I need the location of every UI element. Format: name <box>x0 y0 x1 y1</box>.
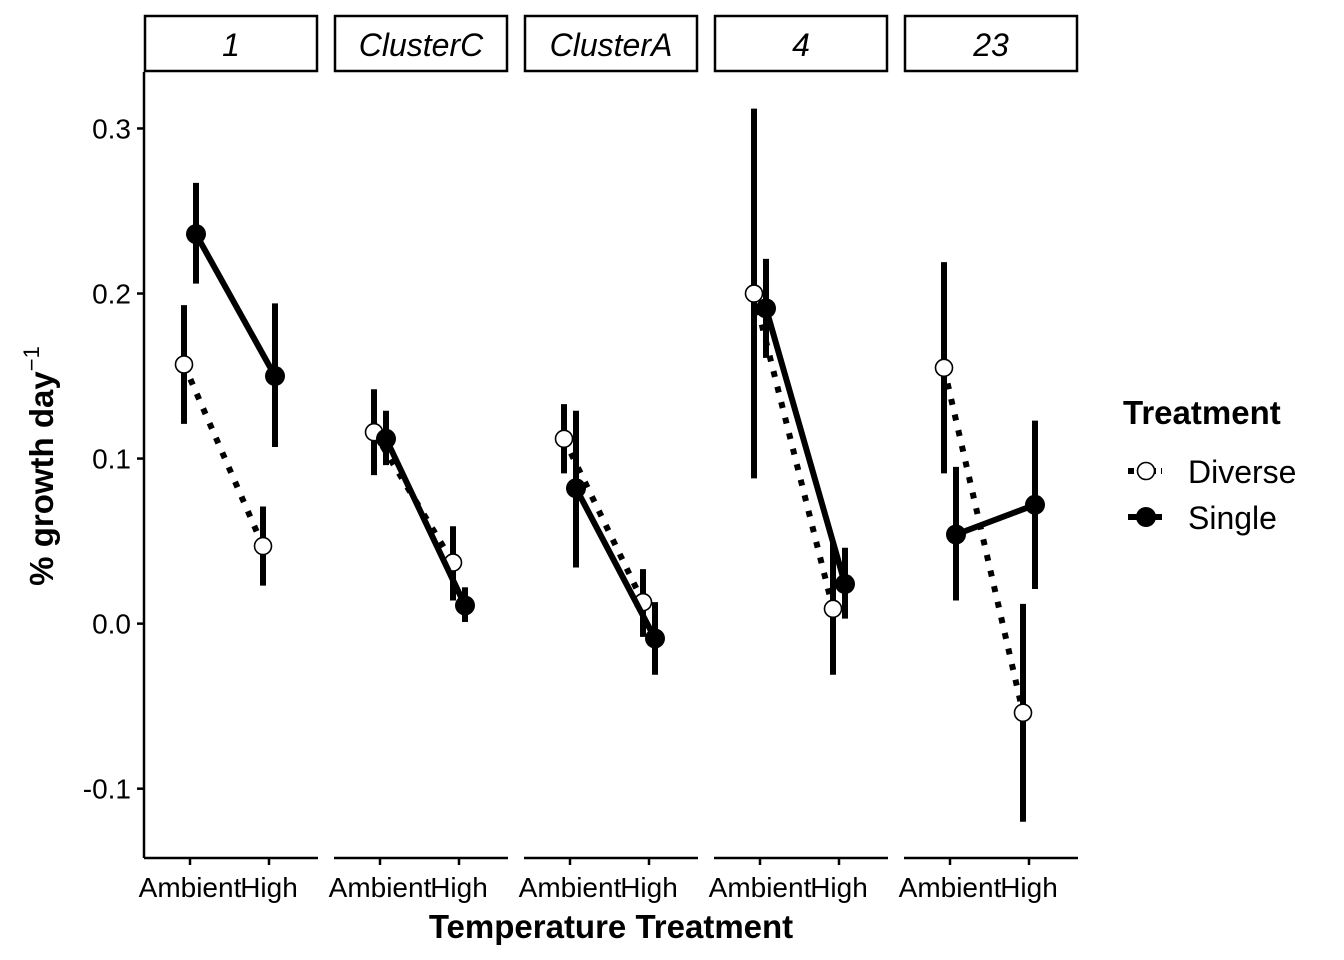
data-point-single <box>455 595 475 616</box>
data-point-single <box>376 428 396 449</box>
y-axis-title-main: % growth day <box>23 371 60 586</box>
legend-label-diverse: Diverse <box>1188 454 1296 490</box>
series-line-diverse <box>751 292 836 610</box>
facet-strip-label: 4 <box>792 27 810 63</box>
facet-strip <box>713 14 889 73</box>
y-axis-title-superscript: −1 <box>19 346 44 371</box>
x-tick-label: High <box>1000 872 1058 903</box>
x-tick-label: High <box>810 872 868 903</box>
legend: Treatment Diverse Single <box>1123 394 1296 536</box>
facet-strip <box>903 14 1079 73</box>
facet-strip-label: ClusterC <box>359 27 484 63</box>
x-tick-label: High <box>430 872 488 903</box>
y-tick-label: -0.1 <box>83 774 131 805</box>
y-axis-title: % growth day−1 <box>19 346 60 586</box>
y-tick-label: 0.1 <box>92 444 131 475</box>
facet-strip <box>333 14 509 73</box>
x-tick-label: Ambient <box>899 872 1002 903</box>
facet-strip-label: 1 <box>222 27 240 63</box>
data-point-single <box>946 524 966 545</box>
data-point-single <box>645 628 665 649</box>
facet-strips: 1 ClusterC ClusterA 4 23 <box>143 14 1079 73</box>
series-line-single <box>763 307 848 585</box>
data-point-single <box>756 298 776 319</box>
y-tick-label: 0.2 <box>92 279 131 310</box>
data-point-diverse <box>1013 703 1033 723</box>
series-line-single <box>383 437 468 607</box>
data-point-diverse <box>554 429 574 449</box>
series-line-diverse <box>941 367 1026 714</box>
legend-label-single: Single <box>1188 500 1277 536</box>
x-tick-label: Ambient <box>709 872 812 903</box>
x-tick-label: Ambient <box>139 872 242 903</box>
legend-key-point <box>1136 461 1156 481</box>
data-point-single <box>566 478 586 499</box>
x-tick-label: Ambient <box>519 872 622 903</box>
data-point-diverse <box>934 358 954 378</box>
data-marks <box>174 108 1045 822</box>
data-point-diverse <box>174 355 194 374</box>
data-point-single <box>835 574 855 595</box>
series-line-diverse <box>181 363 266 548</box>
facet-strip-label: ClusterA <box>550 27 673 63</box>
data-point-single <box>186 224 206 245</box>
x-tick-label: High <box>620 872 678 903</box>
legend-title: Treatment <box>1123 394 1281 431</box>
facet-strip <box>523 14 699 73</box>
series-line-single <box>573 486 658 640</box>
x-axis-title: Temperature Treatment <box>429 908 793 945</box>
x-tick-label: Ambient <box>329 872 432 903</box>
facet-strip-label: 23 <box>972 27 1009 63</box>
series-line-single <box>954 501 1037 538</box>
legend-key-point <box>1136 507 1156 527</box>
y-tick-label: 0.0 <box>92 609 131 640</box>
data-point-single <box>1025 494 1045 515</box>
series-line-single <box>193 232 278 378</box>
y-tick-label: 0.3 <box>92 113 131 144</box>
data-point-diverse <box>744 284 764 303</box>
data-point-single <box>265 366 285 387</box>
data-point-diverse <box>253 536 273 556</box>
y-axis: -0.1 0.0 0.1 0.2 0.3 <box>83 72 146 858</box>
data-point-diverse <box>823 599 843 619</box>
facet-strip <box>143 14 319 73</box>
x-tick-label: High <box>240 872 298 903</box>
